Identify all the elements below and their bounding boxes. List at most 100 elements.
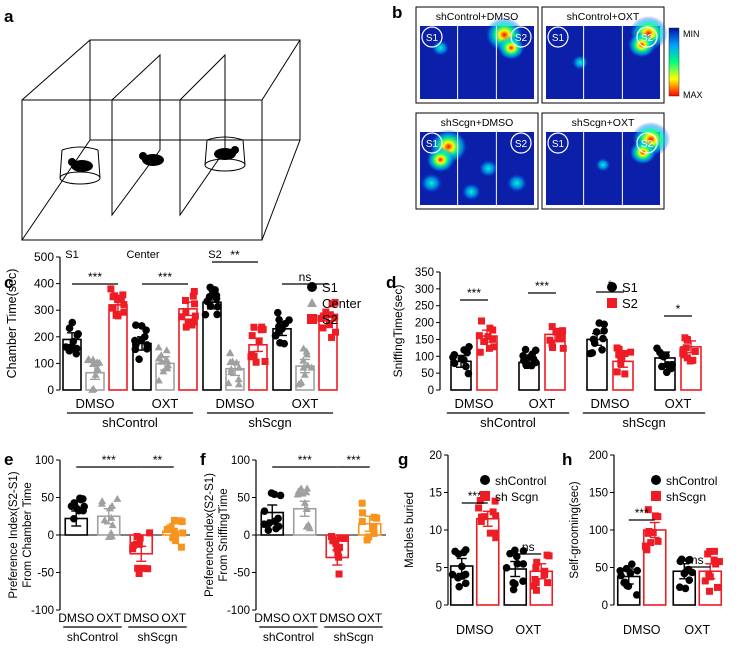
legend-marker <box>607 282 617 292</box>
data-point <box>341 535 349 543</box>
data-point <box>191 312 199 320</box>
group-label: shScgn <box>622 415 665 430</box>
data-point <box>552 328 560 336</box>
data-point <box>133 533 141 541</box>
data-point <box>633 566 642 575</box>
heatmap-hotspot <box>506 173 528 193</box>
data-point <box>72 349 81 358</box>
x-category-label: OXT <box>684 623 710 637</box>
y-axis-label: PreferenceIndex(S2-S1) <box>204 473 216 597</box>
data-point <box>586 349 595 358</box>
data-point <box>541 567 549 575</box>
data-point <box>80 502 89 511</box>
data-point <box>191 300 199 308</box>
data-point <box>519 547 528 555</box>
data-point <box>132 340 140 349</box>
significance-label: * <box>676 302 681 316</box>
legend-label: S1 <box>322 280 338 295</box>
data-point <box>454 550 463 558</box>
cup-circle-s2 <box>636 132 658 154</box>
data-point <box>621 370 629 378</box>
data-point <box>120 301 128 309</box>
data-point <box>89 385 98 393</box>
data-point <box>545 552 553 560</box>
data-point <box>450 359 459 368</box>
data-point <box>627 348 635 356</box>
data-point <box>715 558 723 566</box>
data-point <box>599 334 607 343</box>
y-axis-label-line2: From SniffingTime <box>218 488 230 581</box>
data-point <box>182 308 190 316</box>
data-point <box>477 517 485 525</box>
data-point <box>331 313 339 321</box>
data-point <box>68 318 77 327</box>
data-point <box>529 355 538 363</box>
x-category-label: DMSO <box>58 611 94 625</box>
data-point <box>645 527 653 535</box>
data-point <box>622 564 631 573</box>
heatmap-label-s1: S1 <box>552 139 565 150</box>
data-point <box>461 579 470 588</box>
data-point <box>142 326 150 335</box>
y-tick-label: 300 <box>415 284 434 296</box>
cup-circle-s1 <box>547 132 569 154</box>
data-point <box>109 293 117 301</box>
data-point <box>250 323 258 331</box>
data-point <box>455 582 464 591</box>
x-category-label: OXT <box>152 396 179 411</box>
y-tick-label: 0 <box>436 600 442 612</box>
data-point <box>705 587 713 595</box>
data-point <box>559 327 567 335</box>
data-point <box>465 342 473 351</box>
data-point <box>617 359 625 367</box>
y-tick-label: 20 <box>429 450 442 462</box>
data-point <box>506 549 514 558</box>
data-point <box>203 297 211 306</box>
data-point <box>281 319 290 328</box>
panel-g-letter: g <box>398 450 408 469</box>
y-tick-label: 500 <box>34 250 54 264</box>
data-point <box>302 347 311 355</box>
data-point <box>519 577 527 585</box>
data-point <box>705 570 713 578</box>
group-label: shControl <box>480 415 536 430</box>
data-point <box>190 287 198 295</box>
data-point <box>298 489 307 497</box>
data-point <box>332 539 340 547</box>
data-point <box>154 343 163 351</box>
y-axis-label: Preference Index(S2-S1) <box>8 471 20 598</box>
heatmap-label-s1: S1 <box>426 139 439 150</box>
data-point <box>248 332 256 340</box>
mouse-icons <box>68 146 239 172</box>
data-point <box>373 514 381 522</box>
group-label: shControl <box>67 630 118 644</box>
data-point <box>370 529 378 537</box>
y-tick-label: 100 <box>34 356 54 370</box>
data-point <box>302 504 311 512</box>
y-tick-label: 200 <box>415 318 434 330</box>
data-point <box>598 345 606 354</box>
data-point <box>182 296 190 304</box>
data-point <box>600 327 608 335</box>
data-point <box>683 335 691 343</box>
data-point <box>120 308 128 316</box>
data-point <box>182 323 190 331</box>
y-axis-label: SniffingTime(sec) <box>391 285 405 378</box>
data-point <box>712 560 720 568</box>
legend-marker <box>651 475 661 485</box>
x-category-label: OXT <box>96 611 121 625</box>
data-point <box>683 354 691 362</box>
data-point <box>299 363 308 371</box>
y-tick-label: 100 <box>589 525 608 537</box>
legend-label: shControl <box>495 474 546 488</box>
data-point <box>184 318 192 326</box>
data-point <box>303 361 312 369</box>
data-point <box>616 566 625 575</box>
group-label: shScgn <box>137 630 177 644</box>
chamber-label-center: Center <box>126 249 159 261</box>
data-point <box>546 336 554 344</box>
data-point <box>326 311 334 319</box>
significance-label: *** <box>468 489 482 503</box>
